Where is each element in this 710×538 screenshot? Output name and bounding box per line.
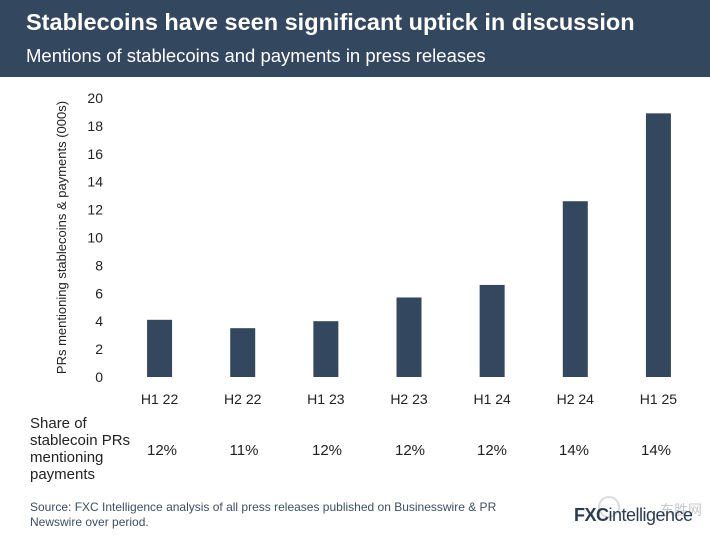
bar-chart: 0 2 4 6 8 10 12 14 16 18 20 PRs mentioning stableco… [54,90,678,407]
watermark-icon [598,496,620,518]
watermark-text: 东胜网 [660,502,702,518]
y-tick-label: 2 [95,341,103,357]
y-tick-label: 16 [87,146,103,162]
fxc-logo: 东胜网 FXCintelligence [560,496,710,534]
bar [645,113,671,377]
bar [230,328,256,377]
share-value: 12% [394,442,426,459]
chart-header: Stablecoins have seen significant uptick… [0,0,710,77]
share-label-line: payments [30,466,96,483]
source-note: Source: FXC Intelligence analysis of all… [30,500,497,529]
y-tick-label: 12 [87,202,103,218]
bar [479,284,505,377]
y-tick-label: 20 [87,90,103,106]
chart-title: Stablecoins have seen significant uptick… [26,9,635,35]
x-tick-label: H2 24 [557,391,595,407]
bar [147,319,173,377]
y-tick-label: 6 [95,285,103,301]
share-label-line: Share of [30,415,87,432]
share-label-line: stablecoin PRs [30,432,131,449]
y-tick-label: 8 [95,257,103,273]
share-value: 14% [640,442,672,459]
x-tick-label: H1 25 [640,391,678,407]
y-tick-label: 10 [87,230,103,246]
y-tick-label: 0 [95,369,103,385]
share-value: 12% [476,442,508,459]
y-tick-label: 18 [87,118,103,134]
share-value: 14% [558,442,590,459]
logo-brand-bold: FXC [574,505,609,525]
y-tick-label: 4 [95,313,103,329]
y-tick-label: 14 [87,174,103,190]
share-label: Share of stablecoin PRs mentioning payme… [30,415,150,483]
share-value: 12% [146,442,178,459]
share-label-line: mentioning [30,449,104,466]
x-tick-label: H2 22 [224,391,262,407]
bar [396,297,422,377]
share-value: 11% [229,442,259,459]
bar [313,321,339,377]
share-value: 12% [311,442,343,459]
x-tick-label: H1 24 [473,391,511,407]
x-tick-label: H2 23 [390,391,428,407]
y-axis-title: PRs mentioning stablecoins & payments (0… [54,101,69,374]
chart-subtitle: Mentions of stablecoins and payments in … [26,45,486,66]
logo-text: FXCintelligence [574,505,693,526]
x-tick-label: H1 23 [307,391,345,407]
logo-brand-rest: intelligence [608,505,694,525]
x-tick-label: H1 22 [141,391,179,407]
bar [562,201,588,377]
